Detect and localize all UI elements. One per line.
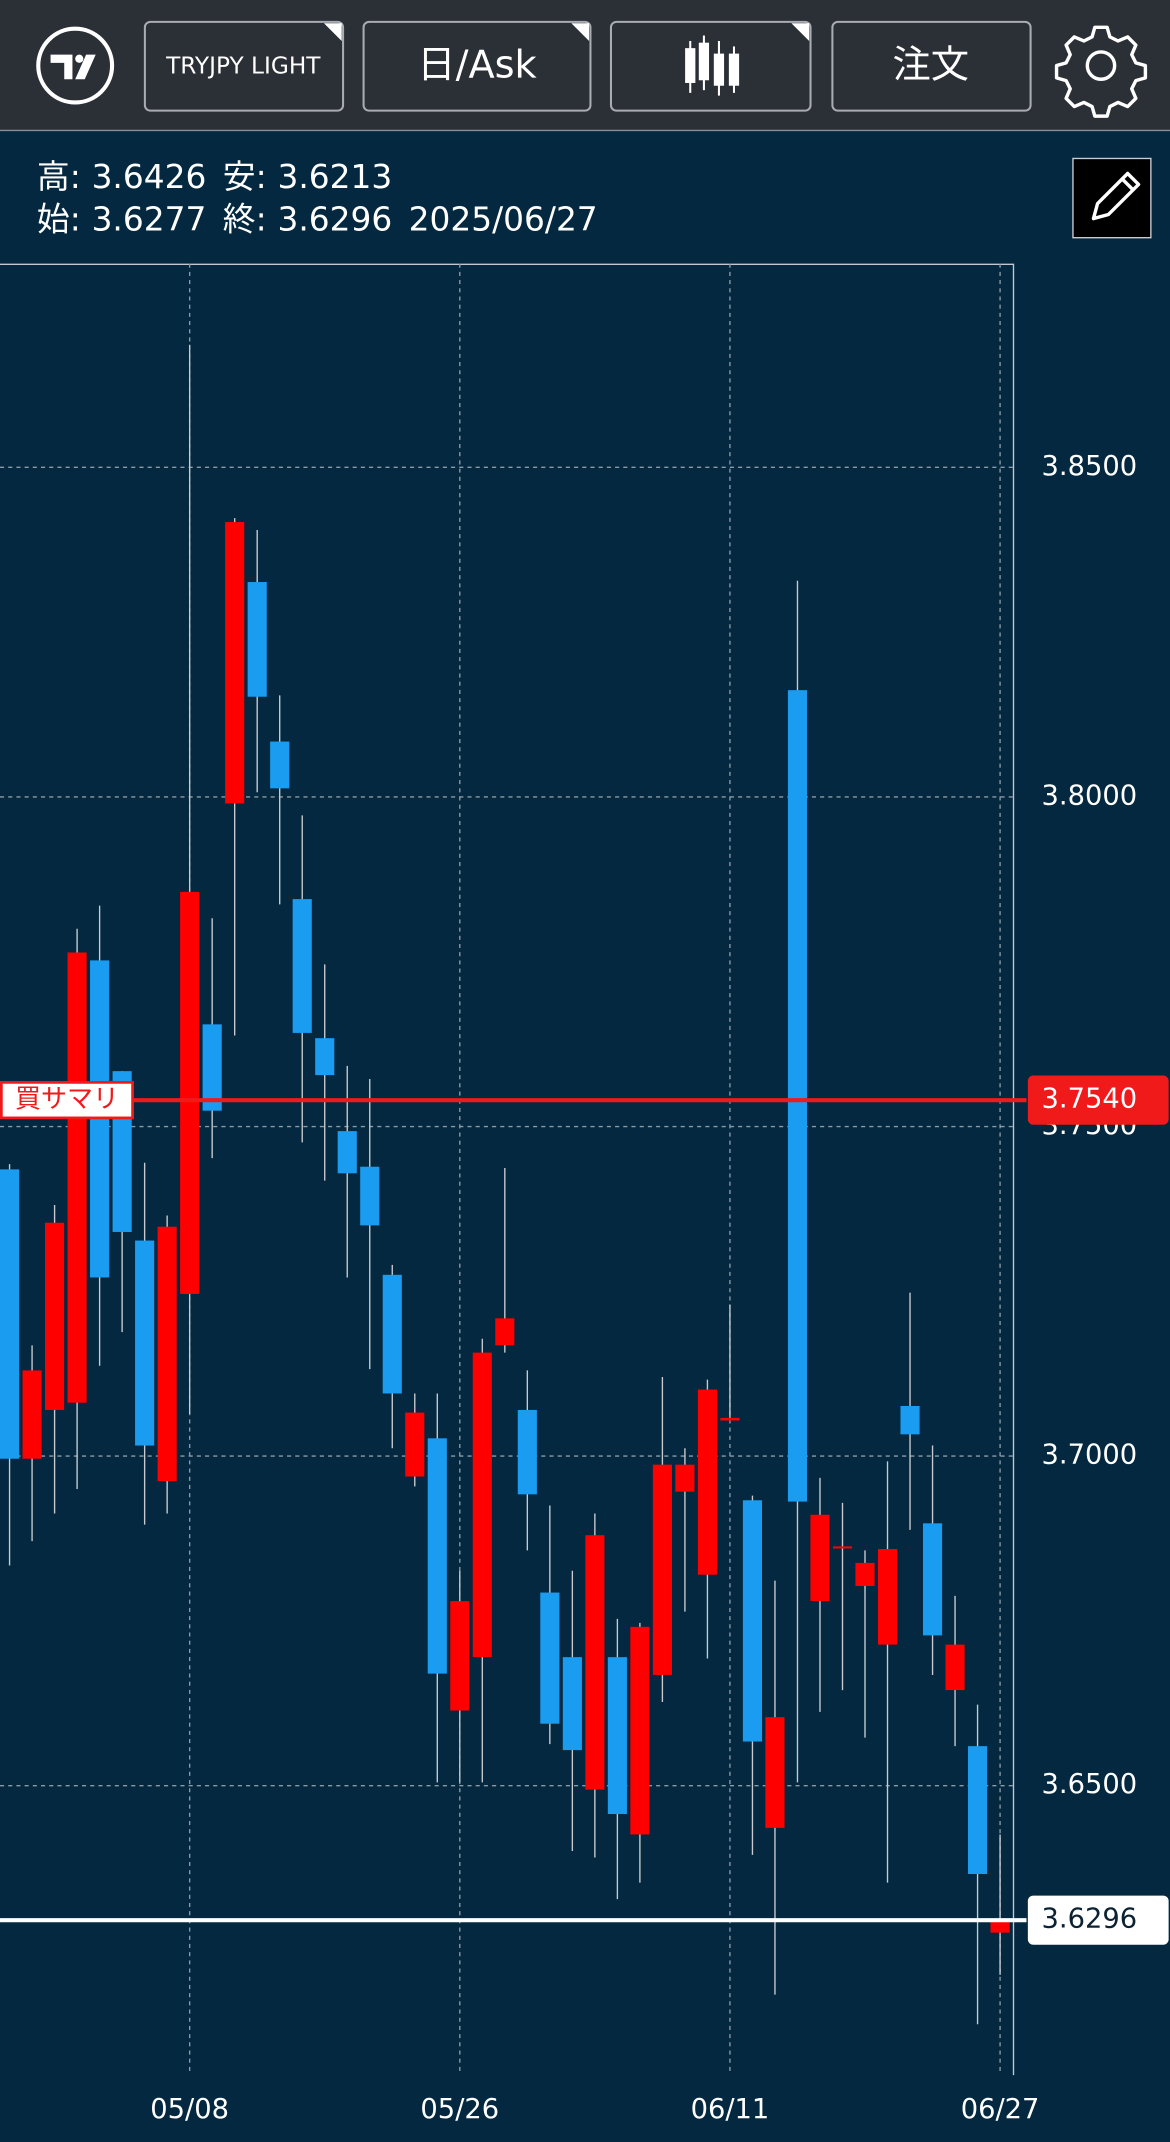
x-tick-label: 06/11: [691, 2094, 770, 2125]
period-label: 日/Ask: [417, 42, 537, 87]
candle-body: [472, 1352, 492, 1658]
pencil-icon: [1091, 171, 1141, 221]
candle-body: [967, 1746, 988, 1875]
open-value: 3.6277: [92, 200, 207, 238]
plot-border: [0, 263, 1015, 2076]
button-frame: [143, 20, 345, 112]
candle-body: [67, 952, 87, 1403]
price-line-value: 3.6296: [1042, 1904, 1138, 1935]
candle-body: [607, 1657, 627, 1815]
candle-body: [495, 1318, 515, 1346]
settings-button[interactable]: [1054, 25, 1148, 118]
candle-body: [810, 1514, 830, 1602]
candle-body: [652, 1464, 672, 1675]
candle-body: [337, 1131, 357, 1174]
x-tick-label: 06/27: [961, 2094, 1040, 2125]
candle-body: [990, 1920, 1010, 1933]
candle-body: [630, 1626, 650, 1835]
x-tick-label: 05/26: [420, 2094, 499, 2125]
close-label: 終:: [223, 200, 267, 238]
candle-body: [382, 1274, 402, 1394]
price-line-tag: [1027, 1895, 1169, 1945]
info-date: 2025/06/27: [409, 200, 598, 238]
order-label: 注文: [893, 42, 970, 87]
candle-body: [292, 899, 312, 1033]
candle-body: [787, 690, 808, 1502]
candle-body: [157, 1226, 177, 1482]
y-tick-label: 3.7000: [1042, 1440, 1138, 1471]
close-value: 3.6296: [277, 200, 392, 238]
symbol-label: TRYJPY LIGHT: [165, 52, 321, 79]
candle-body: [562, 1657, 582, 1751]
candle-body: [180, 891, 200, 1294]
gear-icon: [1054, 25, 1148, 118]
price-line-label-box: [0, 1081, 134, 1120]
candle-body: [247, 582, 267, 697]
candle-body: [360, 1166, 380, 1226]
button-frame: [362, 20, 592, 112]
candle-body: [427, 1438, 447, 1674]
price-line-label: 買サマリ: [15, 1085, 119, 1115]
button-frame: [609, 20, 812, 112]
candle-body: [202, 1024, 222, 1111]
logo-mark: [50, 54, 96, 80]
x-tick-label: 05/08: [150, 2094, 229, 2125]
chart-style-button[interactable]: [609, 20, 812, 112]
high-label: 高:: [37, 158, 81, 196]
price-line-tag: [1027, 1075, 1169, 1125]
y-tick-label: 3.6500: [1042, 1769, 1138, 1800]
low-label: 安:: [223, 158, 267, 196]
candle-body: [540, 1592, 560, 1724]
candle-body: [675, 1464, 695, 1492]
open-label: 始:: [37, 200, 81, 238]
symbol-button[interactable]: TRYJPY LIGHT: [143, 20, 345, 112]
candle-body: [0, 1169, 20, 1459]
candle-body: [720, 1417, 740, 1421]
candle-body: [585, 1535, 605, 1790]
logo-ring: [36, 26, 115, 105]
high-value: 3.6426: [92, 158, 207, 196]
candle-body: [22, 1370, 42, 1459]
candle-body: [135, 1240, 155, 1446]
candle-icon: [685, 35, 740, 96]
low-value: 3.6213: [277, 158, 392, 196]
candle-body: [225, 522, 245, 804]
candle-body: [900, 1406, 920, 1435]
button-frame: [1072, 157, 1152, 239]
candle-body: [517, 1409, 537, 1495]
drawing-button[interactable]: [1072, 157, 1152, 239]
y-tick-label: 3.8000: [1042, 780, 1138, 811]
candle-body: [877, 1549, 898, 1645]
candle-body: [697, 1389, 717, 1575]
gear-hub: [1085, 50, 1117, 81]
logo-dot: [75, 54, 84, 63]
candle-body: [450, 1601, 470, 1711]
button-frame: [831, 20, 1032, 112]
candle-body: [922, 1523, 943, 1636]
order-button[interactable]: 注文: [831, 20, 1032, 112]
logo-button[interactable]: [36, 26, 115, 105]
candle-body: [270, 741, 290, 789]
candle-body: [855, 1562, 875, 1586]
candle-body: [945, 1644, 965, 1691]
candle-body: [742, 1500, 763, 1742]
candle-body: [765, 1717, 785, 1828]
y-tick-label: 3.8500: [1042, 451, 1138, 482]
candle-body: [405, 1412, 425, 1477]
candle-body: [832, 1546, 853, 1549]
candle-body: [315, 1038, 335, 1076]
candle-body: [45, 1222, 65, 1410]
period-button[interactable]: 日/Ask: [362, 20, 592, 112]
ohlc-info: 高: 3.6426 安: 3.6213 始: 3.6277 終: 3.6296 …: [37, 158, 598, 238]
price-line-value: 3.7540: [1042, 1084, 1138, 1115]
